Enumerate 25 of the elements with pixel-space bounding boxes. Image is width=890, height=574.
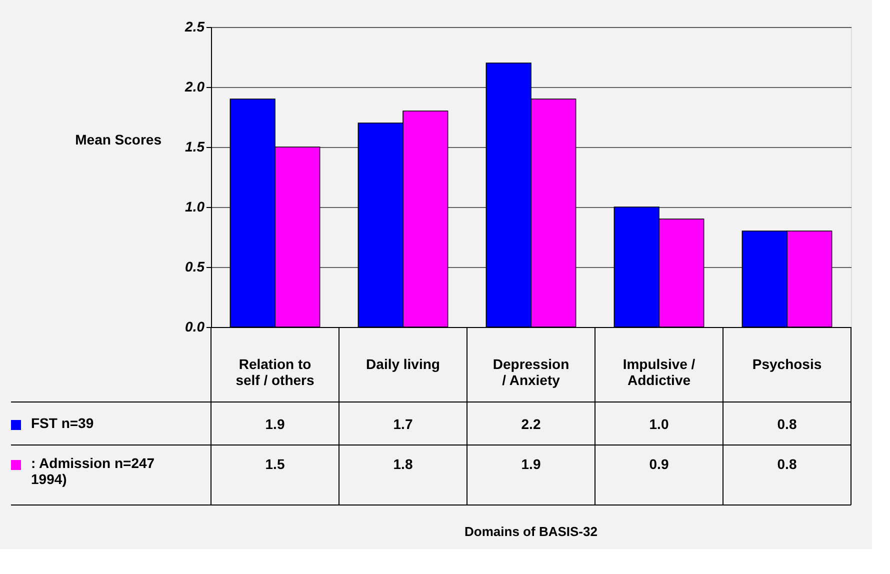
text: Domains of BASIS-32	[464, 524, 598, 539]
data-label: 1.7	[393, 416, 413, 432]
data-label: 2.2	[521, 416, 541, 432]
data-label: 1.9	[265, 416, 285, 432]
data-label: 0.9	[649, 456, 669, 472]
x-tick-label: Relation to self / others	[236, 356, 314, 388]
y-tick-label: 1.0	[185, 198, 205, 214]
x-tick-label: Daily living	[366, 356, 440, 372]
y-tick-label: 2.0	[184, 78, 205, 94]
legend-label: : Admission n=247 1994)	[31, 455, 155, 487]
y-axis-title: Mean Scores	[75, 132, 162, 148]
data-label: 1.0	[649, 416, 669, 432]
x-tick-label: Impulsive / Addictive	[622, 356, 696, 388]
data-label: 0.8	[777, 456, 797, 472]
y-tick-label: 0.5	[185, 258, 205, 274]
y-tick-label: 2.5	[184, 18, 205, 34]
y-tick-label: 0.0	[185, 318, 205, 334]
x-tick-label: Depression / Anxiety	[492, 356, 570, 388]
y-tick-label: 1.5	[185, 138, 205, 154]
data-label: 0.8	[777, 416, 797, 432]
data-label: 1.9	[521, 456, 541, 472]
legend-label: FST n=39	[31, 415, 94, 431]
data-label: 1.8	[393, 456, 413, 472]
x-tick-label: Psychosis	[752, 356, 822, 372]
data-label: 1.5	[265, 456, 285, 472]
